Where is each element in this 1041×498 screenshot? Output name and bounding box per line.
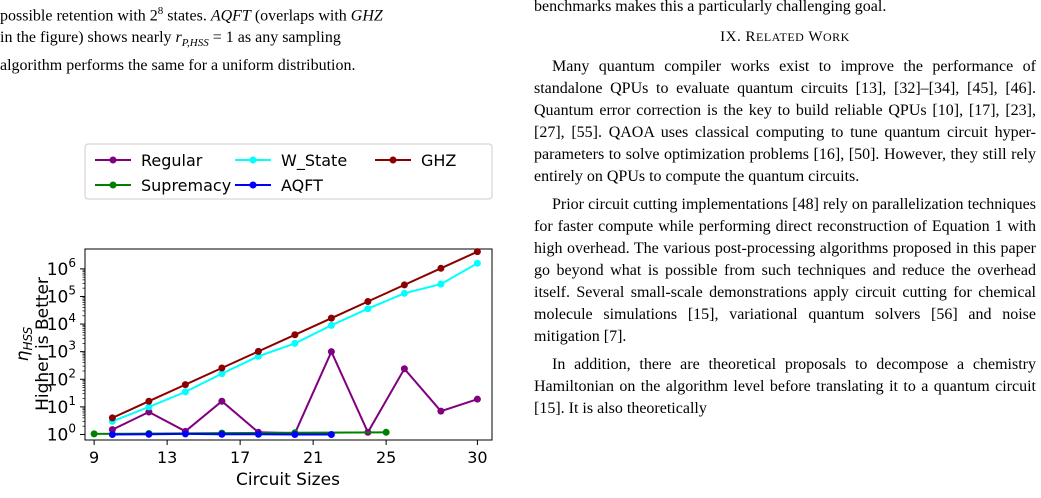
legend-marker (389, 156, 397, 164)
data-point (437, 280, 445, 288)
legend-label: AQFT (281, 176, 323, 195)
paragraph-related-work-1: Many quantum compiler works exist to imp… (534, 58, 1036, 185)
data-point (364, 305, 372, 313)
data-point (400, 289, 408, 297)
x-tick-label: 30 (467, 448, 487, 467)
data-point (254, 430, 262, 438)
data-point (145, 397, 153, 405)
series-regular (108, 348, 481, 437)
data-point (218, 370, 226, 378)
series-supremacy (90, 428, 390, 438)
data-point (218, 397, 226, 405)
data-point (327, 430, 335, 438)
axis-ticks: 9 13 17 21 25 30 100 101 102 103 104 105 106 (47, 256, 488, 467)
left-text-line: algorithm performs the same for a unifor… (0, 56, 356, 74)
eta-hss-line-chart: Regular W_State GHZ Supremacy AQFT 9 13 17 21 25… (13, 143, 493, 490)
data-point (437, 264, 445, 272)
data-point (400, 281, 408, 289)
right-column: benchmarks makes this a particularly cha… (534, 0, 1036, 420)
data-point (108, 430, 116, 438)
data-point (473, 259, 481, 267)
series-w-state (108, 259, 481, 425)
legend-marker (249, 181, 257, 189)
data-point (327, 321, 335, 329)
data-point (145, 403, 153, 411)
x-axis-label: Circuit Sizes (236, 470, 340, 490)
data-point (291, 430, 299, 438)
y-tick-label: 103 (47, 339, 76, 363)
legend-label: W_State (281, 151, 347, 171)
y-tick-label: 106 (47, 256, 76, 280)
data-point (473, 248, 481, 256)
y-tick-label: 101 (47, 394, 76, 418)
plot-area-frame (84, 248, 493, 441)
data-point (291, 331, 299, 339)
legend-marker (109, 181, 117, 189)
data-point (181, 430, 189, 438)
left-column: possible retention with 28 states. AQFT … (0, 0, 492, 77)
data-point (473, 395, 481, 403)
data-point (108, 426, 116, 434)
series-ghz (108, 248, 481, 422)
x-tick-label: 9 (89, 448, 99, 467)
legend-label: GHZ (421, 151, 456, 170)
y-tick-label: 104 (47, 311, 76, 335)
data-point (327, 348, 335, 356)
legend-label: Regular (141, 151, 203, 170)
legend-label: Supremacy (141, 176, 231, 195)
series-aqft (108, 430, 335, 438)
y-tick-label: 100 (47, 421, 76, 445)
chart-legend: Regular W_State GHZ Supremacy AQFT (84, 143, 493, 200)
data-point (400, 365, 408, 373)
series-layer (90, 248, 481, 438)
data-point (181, 388, 189, 396)
left-text-line: in the figure) shows nearly rP,HSS = 1 a… (0, 29, 341, 50)
data-point (327, 314, 335, 322)
data-point (218, 430, 226, 438)
legend-marker (249, 156, 257, 164)
data-point (291, 339, 299, 347)
y-axis-label-eta: ηHSS (13, 326, 35, 361)
y-axis-label: Higher is Better (33, 277, 53, 411)
x-tick-label: 13 (157, 448, 177, 467)
data-point (90, 430, 98, 438)
x-tick-label: 17 (230, 448, 250, 467)
data-point (218, 364, 226, 372)
y-tick-label: 102 (47, 366, 76, 390)
section-heading: IX. RELATED WORK (720, 29, 850, 45)
paragraph-related-work-2: Prior circuit cutting implementations [4… (534, 196, 1036, 345)
data-point (145, 430, 153, 438)
text-fragment-top: benchmarks makes this a particularly cha… (534, 0, 887, 15)
data-point (254, 352, 262, 360)
left-text-line: possible retention with 28 states. AQFT … (0, 5, 383, 25)
y-tick-label: 105 (47, 283, 76, 307)
data-point (437, 407, 445, 415)
x-tick-label: 21 (303, 448, 323, 467)
paragraph-related-work-3: In addition, there are theoretical propo… (534, 356, 1036, 417)
legend-box (84, 143, 493, 200)
x-tick-label: 25 (376, 448, 396, 467)
data-point (145, 408, 153, 416)
data-point (181, 381, 189, 389)
data-point (254, 347, 262, 355)
data-point (382, 428, 390, 436)
legend-marker (109, 156, 117, 164)
data-point (108, 414, 116, 422)
data-point (364, 298, 372, 306)
